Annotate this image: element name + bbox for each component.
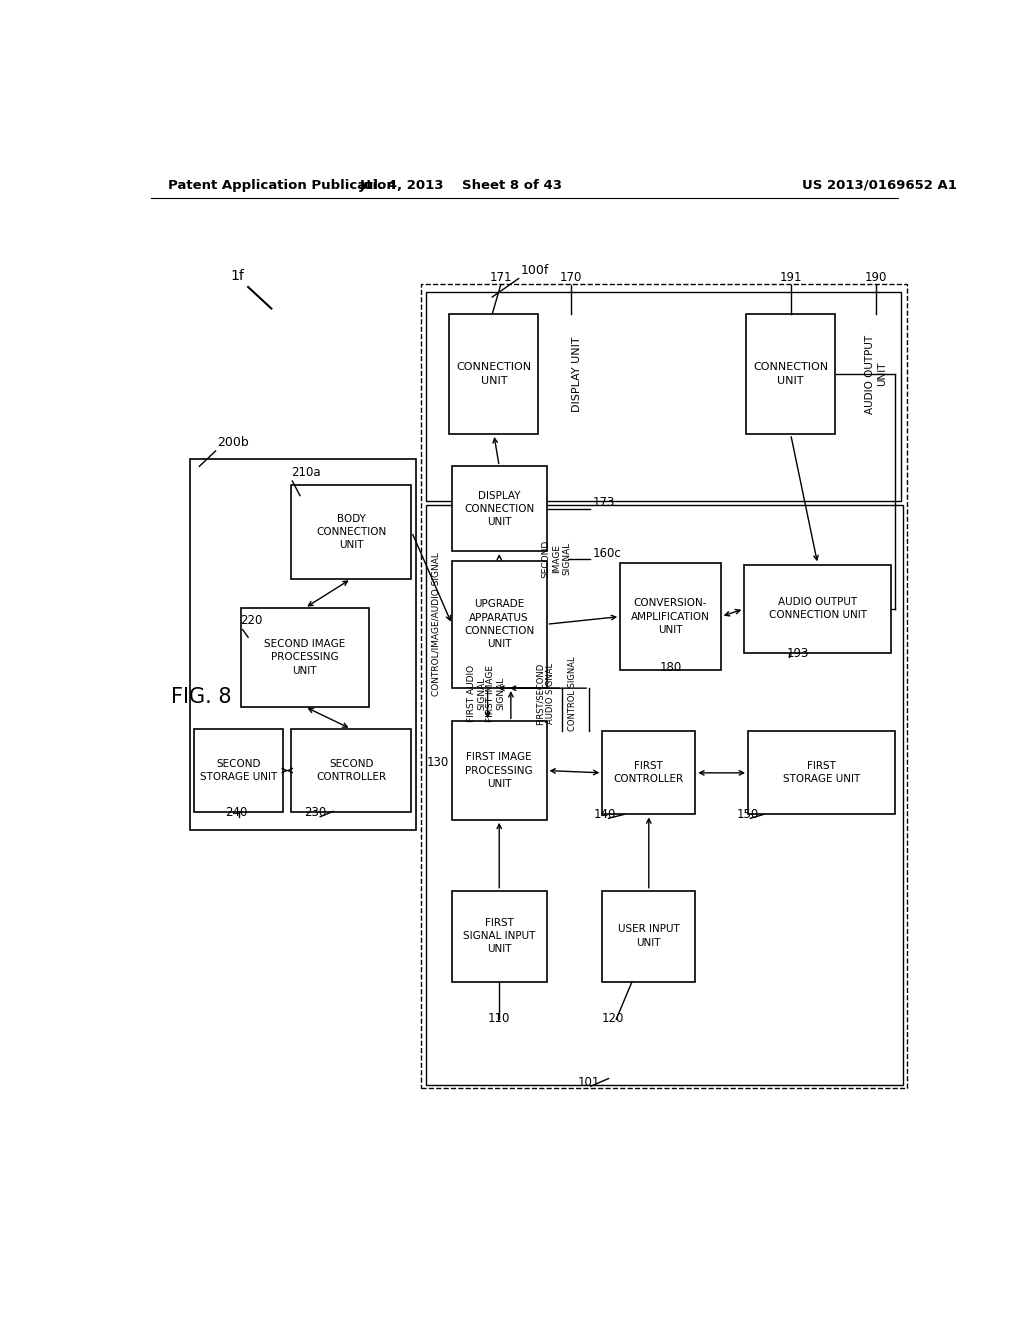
- Text: SECOND
IMAGE
SIGNAL: SECOND IMAGE SIGNAL: [542, 540, 571, 578]
- FancyBboxPatch shape: [746, 314, 836, 434]
- Text: SECOND IMAGE
PROCESSING
UNIT: SECOND IMAGE PROCESSING UNIT: [264, 639, 345, 676]
- Text: 170: 170: [560, 271, 583, 284]
- Text: CONNECTION
UNIT: CONNECTION UNIT: [753, 363, 828, 385]
- FancyBboxPatch shape: [452, 891, 547, 982]
- Text: 1f: 1f: [230, 269, 244, 284]
- Text: AUDIO OUTPUT
UNIT: AUDIO OUTPUT UNIT: [864, 334, 887, 413]
- Text: 120: 120: [601, 1011, 624, 1024]
- Text: 173: 173: [593, 496, 615, 508]
- Text: CONNECTION
UNIT: CONNECTION UNIT: [457, 363, 531, 385]
- Text: FIRST
CONTROLLER: FIRST CONTROLLER: [613, 762, 684, 784]
- Text: 110: 110: [488, 1011, 510, 1024]
- FancyBboxPatch shape: [744, 565, 891, 653]
- Text: 140: 140: [594, 808, 615, 821]
- Text: Patent Application Publication: Patent Application Publication: [168, 178, 396, 191]
- Text: SECOND
CONTROLLER: SECOND CONTROLLER: [316, 759, 386, 783]
- Text: USER INPUT
UNIT: USER INPUT UNIT: [617, 924, 680, 948]
- FancyBboxPatch shape: [450, 314, 539, 434]
- FancyBboxPatch shape: [602, 731, 695, 814]
- Text: 240: 240: [225, 807, 248, 818]
- FancyBboxPatch shape: [291, 729, 412, 812]
- Text: 193: 193: [786, 647, 809, 660]
- Text: FIRST IMAGE
PROCESSING
UNIT: FIRST IMAGE PROCESSING UNIT: [466, 752, 534, 789]
- Text: FIRST IMAGE
SIGNAL: FIRST IMAGE SIGNAL: [486, 665, 506, 722]
- Text: CONTROL/IMAGE/AUDIO SIGNAL: CONTROL/IMAGE/AUDIO SIGNAL: [431, 552, 440, 696]
- Text: DISPLAY
CONNECTION
UNIT: DISPLAY CONNECTION UNIT: [464, 491, 535, 527]
- Text: BODY
CONNECTION
UNIT: BODY CONNECTION UNIT: [316, 513, 386, 550]
- Text: SECOND
STORAGE UNIT: SECOND STORAGE UNIT: [201, 759, 278, 783]
- FancyBboxPatch shape: [621, 562, 721, 671]
- Text: 190: 190: [864, 271, 887, 284]
- Text: 150: 150: [737, 808, 759, 821]
- Text: 100f: 100f: [521, 264, 549, 277]
- Text: FIRST
STORAGE UNIT: FIRST STORAGE UNIT: [783, 762, 860, 784]
- FancyBboxPatch shape: [241, 609, 369, 706]
- FancyBboxPatch shape: [291, 484, 412, 579]
- FancyBboxPatch shape: [748, 731, 895, 814]
- Text: 130: 130: [426, 756, 449, 770]
- Text: US 2013/0169652 A1: US 2013/0169652 A1: [802, 178, 957, 191]
- Text: 220: 220: [241, 614, 263, 627]
- Text: 171: 171: [489, 271, 512, 284]
- Text: FIG. 8: FIG. 8: [171, 688, 231, 708]
- Text: 180: 180: [659, 661, 682, 675]
- FancyBboxPatch shape: [452, 561, 547, 688]
- Text: 160c: 160c: [593, 548, 622, 561]
- Text: 101: 101: [578, 1076, 600, 1089]
- FancyBboxPatch shape: [602, 891, 695, 982]
- Text: UPGRADE
APPARATUS
CONNECTION
UNIT: UPGRADE APPARATUS CONNECTION UNIT: [464, 599, 535, 649]
- Text: 210a: 210a: [291, 466, 321, 479]
- Text: AUDIO OUTPUT
CONNECTION UNIT: AUDIO OUTPUT CONNECTION UNIT: [769, 597, 866, 620]
- FancyBboxPatch shape: [452, 721, 547, 820]
- Text: Jul. 4, 2013    Sheet 8 of 43: Jul. 4, 2013 Sheet 8 of 43: [359, 178, 563, 191]
- Text: 200b: 200b: [217, 437, 249, 449]
- Text: 191: 191: [780, 271, 803, 284]
- Text: FIRST
SIGNAL INPUT
UNIT: FIRST SIGNAL INPUT UNIT: [463, 917, 536, 954]
- Text: FIRST AUDIO
SIGNAL: FIRST AUDIO SIGNAL: [467, 665, 486, 722]
- FancyBboxPatch shape: [195, 729, 284, 812]
- Text: FIRST/SECOND
AUDIO SIGNAL: FIRST/SECOND AUDIO SIGNAL: [536, 663, 555, 725]
- Text: DISPLAY UNIT: DISPLAY UNIT: [572, 337, 583, 412]
- Text: CONVERSION-
AMPLIFICATION
UNIT: CONVERSION- AMPLIFICATION UNIT: [631, 598, 710, 635]
- FancyBboxPatch shape: [452, 466, 547, 552]
- Text: 230: 230: [304, 807, 327, 818]
- Text: CONTROL SIGNAL: CONTROL SIGNAL: [567, 656, 577, 731]
